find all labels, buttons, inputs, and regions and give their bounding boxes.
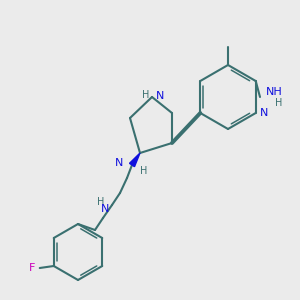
Text: H: H xyxy=(142,90,150,100)
Text: N: N xyxy=(115,158,123,168)
Text: N: N xyxy=(100,204,109,214)
Text: F: F xyxy=(28,263,35,273)
Text: H: H xyxy=(97,197,104,207)
Text: H: H xyxy=(140,166,147,176)
Text: N: N xyxy=(260,108,268,118)
Text: N: N xyxy=(156,91,164,101)
Text: NH: NH xyxy=(266,87,283,97)
Polygon shape xyxy=(130,153,140,167)
Text: H: H xyxy=(275,98,282,108)
